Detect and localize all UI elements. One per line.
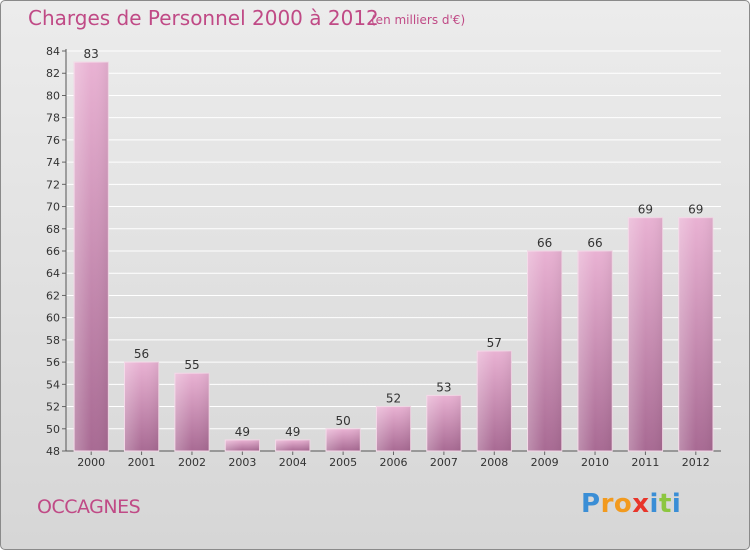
data-label: 53 [436, 380, 451, 394]
bar-shine [628, 217, 663, 451]
y-tick-label: 52 [46, 401, 60, 414]
bar-shine [74, 62, 109, 451]
x-tick-label: 2006 [380, 456, 408, 469]
bar-shine [477, 351, 512, 451]
x-tick-label: 2007 [430, 456, 458, 469]
logo-letter: o [613, 489, 633, 519]
x-tick-label: 2005 [329, 456, 357, 469]
x-tick-label: 2012 [682, 456, 710, 469]
bar-shine [174, 373, 210, 451]
bar-shine [124, 362, 159, 451]
bar-shine [426, 395, 462, 451]
y-tick-label: 68 [46, 223, 60, 236]
chart-subtitle: (en milliers d'€) [371, 13, 466, 27]
y-tick-label: 78 [46, 112, 60, 125]
x-tick-label: 2003 [228, 456, 256, 469]
y-tick-label: 70 [46, 201, 60, 214]
data-label: 49 [235, 425, 250, 439]
y-tick-labels: 48 50 52 54 56 58 60 62 64 66 68 70 72 74 76 78 80 82 84 [46, 45, 60, 458]
data-label: 50 [335, 414, 350, 428]
bars [73, 61, 714, 452]
bar-shine [678, 217, 713, 451]
y-tick-label: 60 [46, 312, 60, 325]
data-labels: 83 56 55 49 49 50 52 53 57 66 66 69 69 [84, 47, 704, 439]
data-label: 55 [184, 358, 199, 372]
logo-letter: i [671, 489, 682, 519]
y-tick-label: 84 [46, 45, 60, 58]
x-tick-label: 2009 [531, 456, 559, 469]
data-label: 52 [386, 392, 401, 406]
logo-letter: r [600, 489, 614, 519]
y-tick-label: 64 [46, 267, 60, 280]
logo-letter: i [649, 489, 659, 519]
data-label: 57 [487, 336, 502, 350]
logo-letter: t [658, 489, 672, 519]
data-label: 56 [134, 347, 149, 361]
logo-letter: P [581, 489, 601, 519]
bar-shine [577, 251, 613, 451]
chart-title: Charges de Personnel 2000 à 2012 [28, 6, 379, 30]
bar-shine [527, 251, 562, 451]
data-label: 66 [537, 236, 552, 250]
y-tick-label: 56 [46, 356, 60, 369]
y-tick-label: 62 [46, 289, 60, 302]
x-tick-label: 2011 [631, 456, 659, 469]
bar-shine [376, 406, 411, 451]
x-tick-label: 2001 [128, 456, 156, 469]
x-tick-label: 2008 [480, 456, 508, 469]
x-tick-label: 2002 [178, 456, 206, 469]
y-tick-label: 76 [46, 134, 60, 147]
commune-name: OCCAGNES [37, 496, 141, 518]
y-tick-label: 48 [46, 445, 60, 458]
y-tick-label: 50 [46, 423, 60, 436]
y-tick-label: 72 [46, 178, 60, 191]
y-tick-label: 82 [46, 67, 60, 80]
x-tick-label: 2010 [581, 456, 609, 469]
y-tick-label: 54 [46, 378, 60, 391]
proxiti-logo[interactable]: Proxiti [581, 489, 681, 519]
bar-shine [275, 439, 310, 451]
data-label: 49 [285, 425, 300, 439]
data-label: 69 [688, 203, 703, 217]
bar-shine [225, 439, 260, 451]
y-tick-label: 74 [46, 156, 60, 169]
bar-shine [325, 428, 361, 451]
data-label: 83 [84, 47, 99, 61]
x-tick-label: 2004 [279, 456, 307, 469]
x-tick-labels: 2000 2001 2002 2003 2004 2005 2006 2007 2008 2009… [77, 456, 710, 469]
logo-letter: x [632, 489, 650, 519]
x-tick-label: 2000 [77, 456, 105, 469]
y-tick-label: 66 [46, 245, 60, 258]
data-label: 66 [587, 236, 602, 250]
y-tick-label: 58 [46, 334, 60, 347]
data-label: 69 [638, 203, 653, 217]
y-tick-label: 80 [46, 89, 60, 102]
